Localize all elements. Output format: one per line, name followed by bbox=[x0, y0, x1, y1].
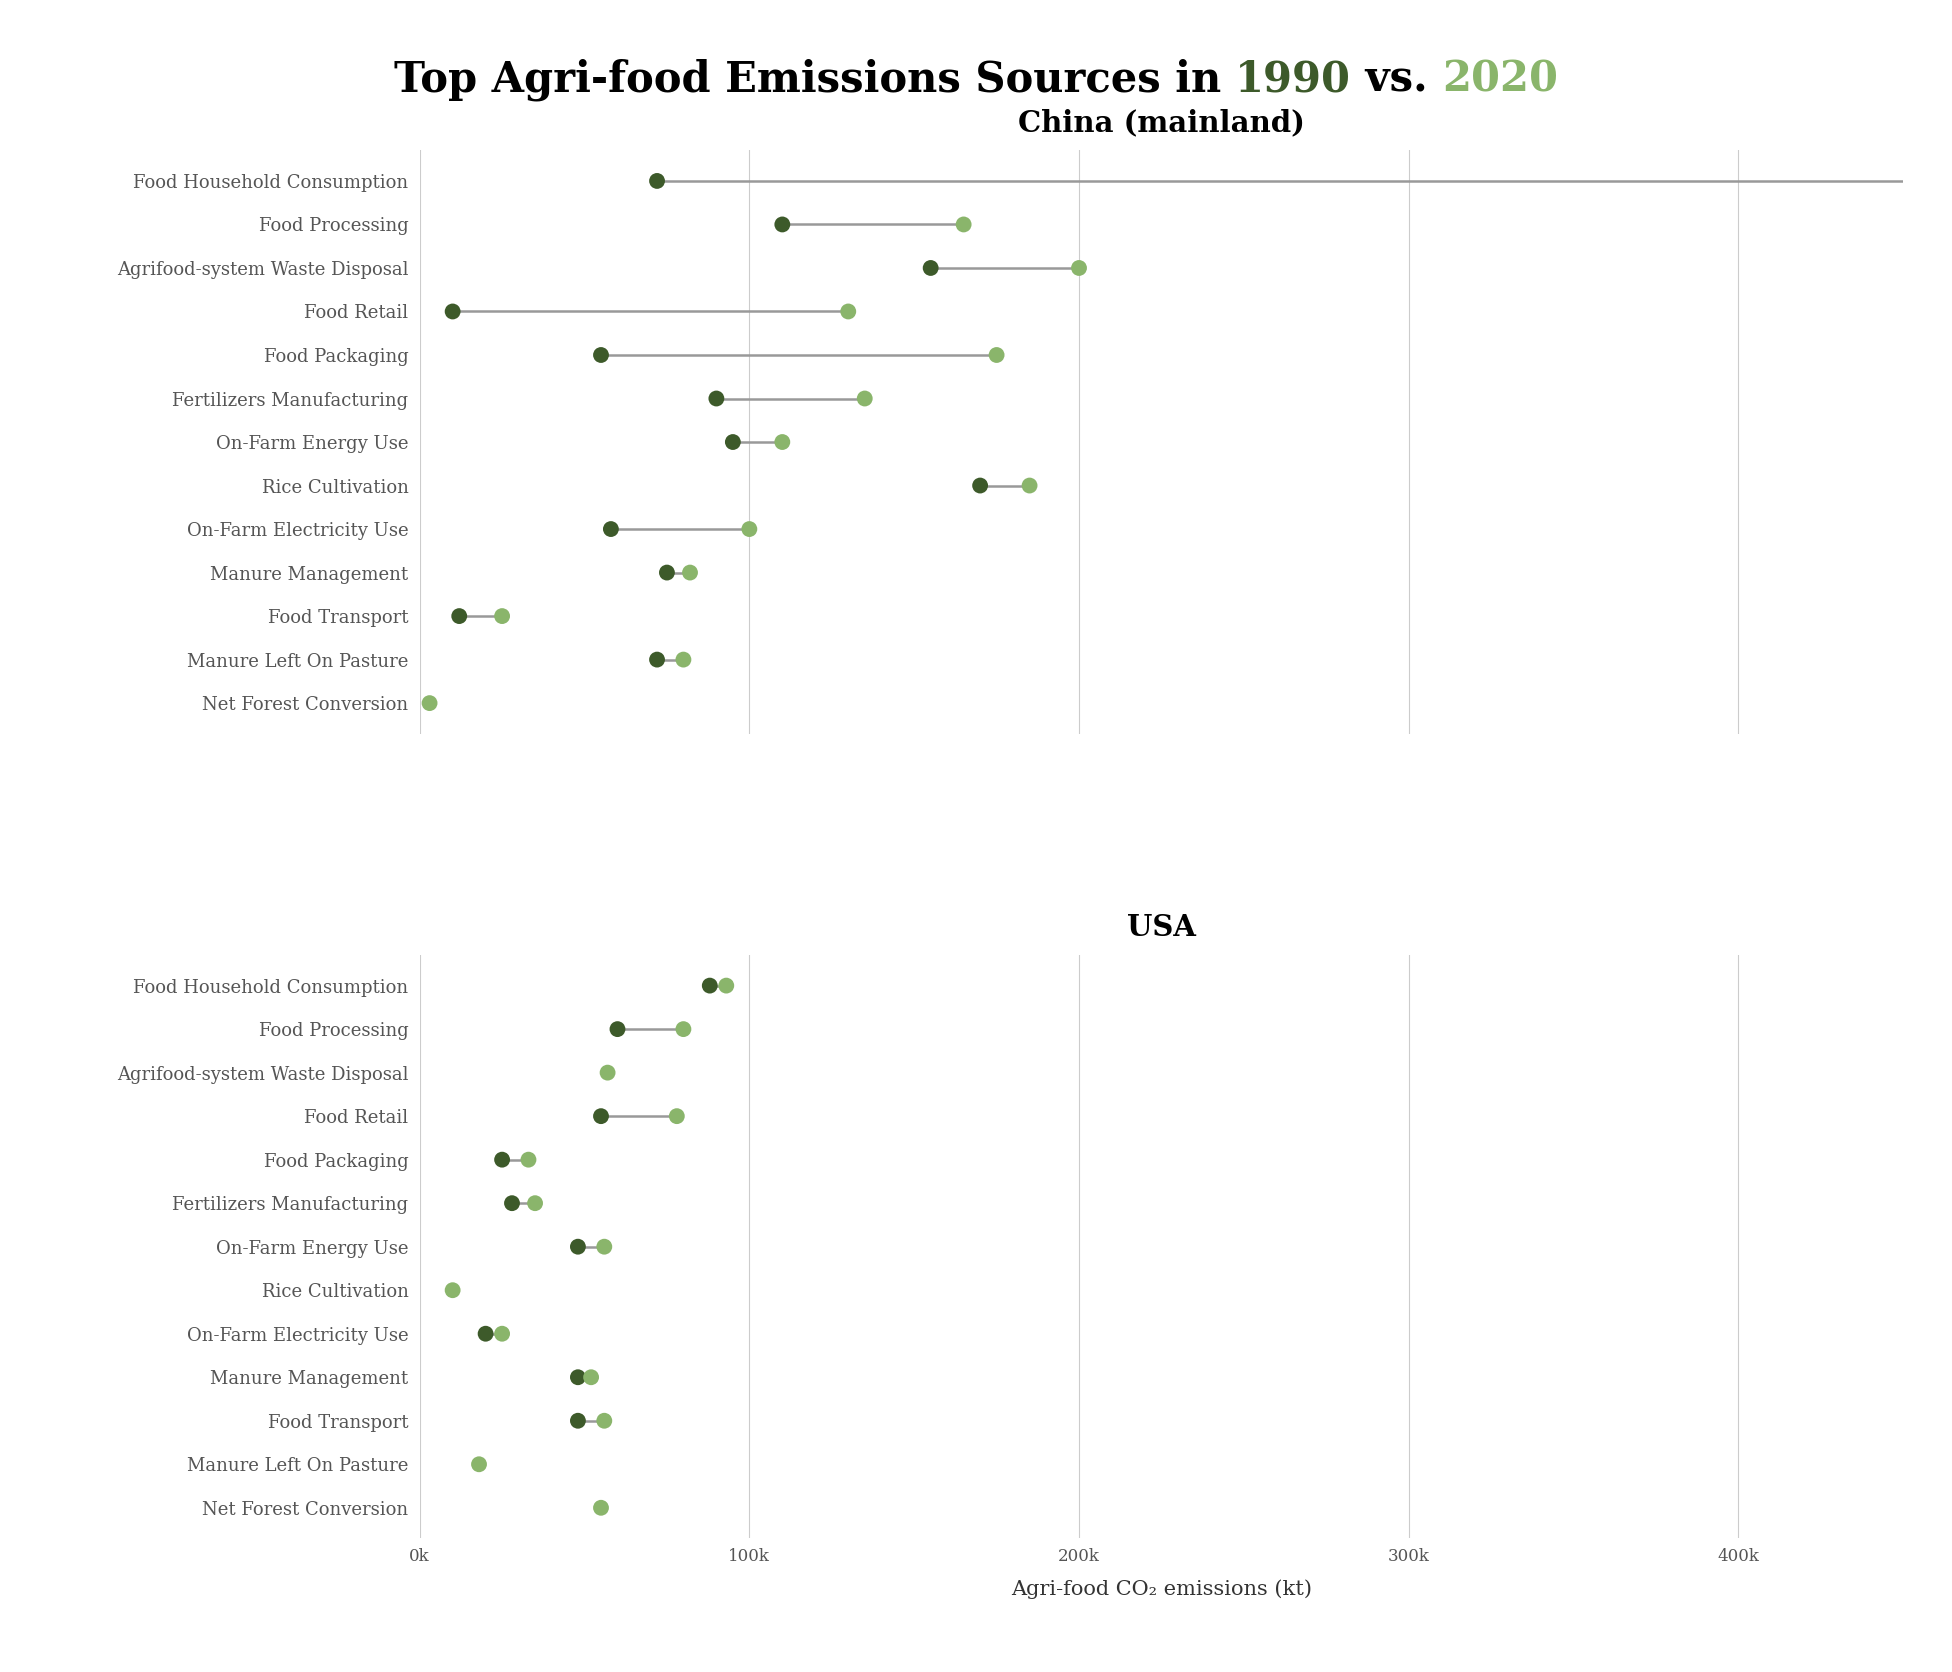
Point bbox=[437, 1277, 468, 1304]
Text: Top Agri-food Emissions Sources in: Top Agri-food Emissions Sources in bbox=[394, 59, 1236, 100]
Point bbox=[486, 602, 517, 629]
Point bbox=[652, 558, 683, 585]
Point bbox=[513, 1147, 545, 1174]
Text: vs.: vs. bbox=[1351, 59, 1443, 100]
Point bbox=[562, 1408, 593, 1435]
Point bbox=[767, 211, 798, 237]
Point bbox=[716, 428, 748, 455]
Point bbox=[470, 1321, 502, 1348]
Point bbox=[496, 1190, 527, 1217]
Text: 2020: 2020 bbox=[1443, 59, 1558, 100]
Point bbox=[519, 1190, 550, 1217]
Point bbox=[1064, 254, 1095, 281]
Point bbox=[586, 1495, 617, 1522]
Point bbox=[642, 167, 673, 194]
Point bbox=[590, 1408, 621, 1435]
Point bbox=[734, 515, 765, 542]
Point bbox=[695, 971, 726, 998]
Point bbox=[701, 385, 732, 411]
Point bbox=[964, 472, 996, 498]
Point bbox=[949, 211, 980, 237]
Point bbox=[414, 691, 445, 717]
Point bbox=[486, 1147, 517, 1174]
Point bbox=[595, 515, 627, 542]
Point bbox=[849, 385, 880, 411]
Point bbox=[711, 971, 742, 998]
Point bbox=[668, 1017, 699, 1043]
Point bbox=[915, 254, 947, 281]
Point bbox=[486, 1321, 517, 1348]
Point bbox=[562, 1234, 593, 1261]
Title: China (mainland): China (mainland) bbox=[1019, 109, 1304, 137]
Point bbox=[1903, 167, 1934, 194]
Point bbox=[668, 645, 699, 672]
Point bbox=[642, 645, 673, 672]
Point bbox=[586, 1104, 617, 1130]
Point bbox=[586, 341, 617, 368]
Point bbox=[662, 1104, 693, 1130]
Point bbox=[591, 1060, 623, 1087]
Point bbox=[601, 1017, 632, 1043]
Point bbox=[443, 602, 474, 629]
Point bbox=[437, 298, 468, 324]
Point bbox=[463, 1451, 494, 1478]
Point bbox=[767, 428, 798, 455]
Title: USA: USA bbox=[1126, 913, 1197, 941]
Point bbox=[562, 1364, 593, 1391]
Point bbox=[1013, 472, 1044, 498]
Point bbox=[576, 1364, 607, 1391]
Point bbox=[673, 558, 705, 585]
Point bbox=[590, 1234, 621, 1261]
X-axis label: Agri-food CO₂ emissions (kt): Agri-food CO₂ emissions (kt) bbox=[1011, 1578, 1312, 1598]
Point bbox=[982, 341, 1013, 368]
Text: 1990: 1990 bbox=[1236, 59, 1351, 100]
Point bbox=[834, 298, 865, 324]
